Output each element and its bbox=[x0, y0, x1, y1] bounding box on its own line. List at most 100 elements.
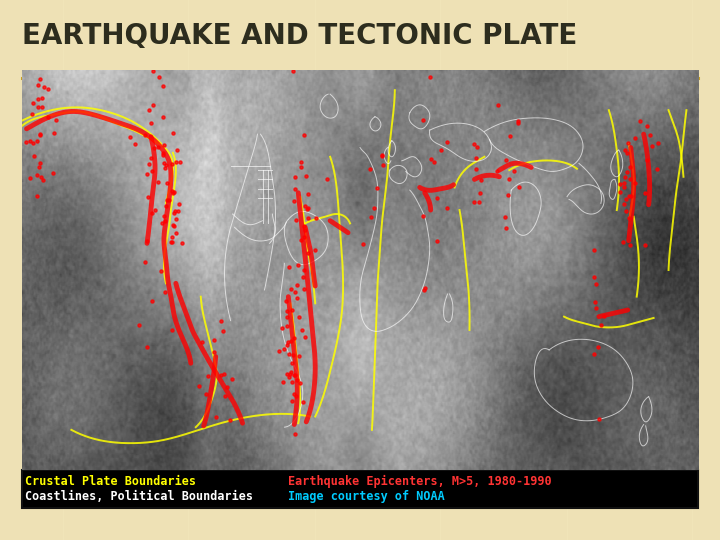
Text: Image courtesy of NOAA: Image courtesy of NOAA bbox=[288, 490, 445, 503]
Point bbox=[145, 154, 157, 163]
Point bbox=[153, 73, 164, 82]
Point bbox=[158, 159, 169, 168]
Point bbox=[146, 166, 158, 175]
Text: EARTHQUAKE AND TECTONIC PLATE: EARTHQUAKE AND TECTONIC PLATE bbox=[22, 22, 577, 50]
Point bbox=[161, 202, 172, 211]
Point bbox=[302, 214, 314, 222]
Point bbox=[377, 161, 389, 170]
Point bbox=[623, 192, 634, 200]
Point bbox=[624, 213, 635, 222]
Point bbox=[35, 173, 47, 181]
Point bbox=[210, 412, 222, 421]
Point bbox=[218, 370, 230, 379]
Point bbox=[166, 238, 177, 246]
Point bbox=[34, 159, 45, 167]
Point bbox=[629, 178, 640, 187]
Point bbox=[279, 345, 290, 353]
Point bbox=[436, 145, 447, 154]
Point bbox=[148, 100, 159, 109]
Point bbox=[173, 200, 184, 208]
Point bbox=[277, 378, 289, 387]
Point bbox=[33, 163, 45, 171]
Point bbox=[619, 173, 631, 181]
Point bbox=[31, 137, 42, 145]
Point bbox=[598, 312, 609, 320]
Point bbox=[620, 195, 631, 204]
Point bbox=[469, 140, 480, 149]
Point bbox=[159, 287, 171, 296]
Point bbox=[621, 167, 633, 176]
Point bbox=[624, 163, 636, 172]
Point bbox=[148, 144, 160, 152]
Point bbox=[369, 204, 380, 212]
Point bbox=[37, 93, 48, 102]
Point bbox=[157, 151, 168, 159]
Point bbox=[161, 161, 172, 170]
Point bbox=[588, 246, 599, 254]
Point bbox=[292, 375, 303, 384]
Point bbox=[289, 429, 301, 438]
Point bbox=[141, 237, 153, 246]
Point bbox=[146, 296, 158, 305]
Text: BOUNDARIES: BOUNDARIES bbox=[22, 70, 227, 98]
Point bbox=[428, 158, 439, 166]
Point bbox=[590, 280, 602, 289]
Point bbox=[163, 195, 175, 204]
Point bbox=[166, 160, 178, 168]
Point bbox=[158, 112, 169, 121]
Point bbox=[24, 174, 36, 183]
Point bbox=[471, 142, 482, 151]
Point bbox=[283, 262, 294, 271]
Point bbox=[200, 390, 212, 399]
Point bbox=[194, 382, 205, 390]
Point bbox=[513, 183, 524, 191]
Point bbox=[290, 215, 302, 224]
Point bbox=[376, 152, 387, 160]
Point bbox=[288, 370, 300, 379]
Point bbox=[503, 175, 515, 184]
Point bbox=[169, 207, 181, 216]
Point bbox=[174, 158, 186, 166]
Point bbox=[294, 163, 306, 172]
Point bbox=[441, 204, 453, 213]
Point bbox=[639, 241, 651, 250]
Point bbox=[296, 326, 307, 335]
Point bbox=[282, 307, 293, 315]
Point bbox=[167, 221, 179, 230]
Point bbox=[299, 333, 310, 342]
Point bbox=[48, 169, 59, 178]
Point bbox=[156, 267, 167, 275]
Point bbox=[620, 146, 631, 154]
Point bbox=[281, 313, 292, 321]
Point bbox=[426, 155, 437, 164]
Point bbox=[280, 297, 292, 306]
Point bbox=[168, 221, 180, 230]
Point bbox=[166, 187, 178, 195]
Point bbox=[364, 165, 376, 174]
Point bbox=[298, 131, 310, 140]
Point bbox=[168, 187, 179, 196]
Point bbox=[469, 198, 480, 206]
Point bbox=[142, 193, 153, 201]
Point bbox=[284, 373, 295, 381]
Point bbox=[276, 323, 287, 332]
Point bbox=[134, 321, 145, 329]
Point bbox=[357, 239, 369, 248]
Point bbox=[36, 103, 48, 111]
Point bbox=[32, 94, 43, 103]
Point bbox=[221, 382, 233, 391]
Point bbox=[293, 313, 305, 321]
Point bbox=[125, 133, 136, 141]
Point bbox=[289, 389, 300, 398]
Point bbox=[289, 288, 301, 296]
Point bbox=[419, 284, 431, 292]
Point bbox=[291, 294, 302, 303]
Point bbox=[288, 333, 300, 342]
Point bbox=[148, 66, 159, 75]
Point bbox=[167, 188, 179, 197]
Point bbox=[297, 398, 309, 407]
Point bbox=[27, 99, 39, 107]
Point bbox=[295, 236, 307, 245]
Point bbox=[310, 246, 321, 255]
Point bbox=[593, 414, 604, 423]
